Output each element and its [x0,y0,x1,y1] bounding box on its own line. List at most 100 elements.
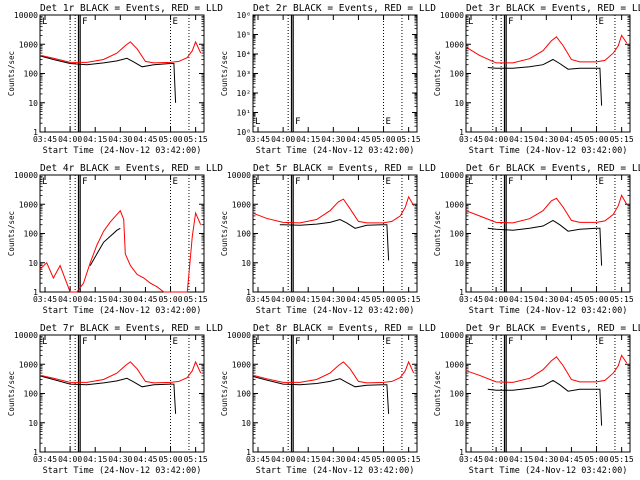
x-tick-label: 04:15 [296,455,320,464]
x-tick-label: 05:15 [184,135,208,144]
x-tick-label: 03:45 [33,455,57,464]
y-tick-label: 10 [454,419,464,428]
x-axis-label: Start Time (24-Nov-12 03:42:00) [43,306,202,316]
y-tick-label: 1000 [445,200,464,209]
x-tick-label: 04:15 [83,295,107,304]
x-tick-label: 05:15 [184,455,208,464]
plot-frame [39,334,205,453]
x-tick-label: 04:00 [484,295,508,304]
x-tick-label: 03:45 [33,135,57,144]
x-tick-label: 04:45 [133,455,157,464]
marker-l: L [42,177,47,187]
x-tick-label: 05:00 [158,455,182,464]
chart-panel-det4r: Det 4r BLACK = Events, RED = LLD 1 10 100 10… [7,163,223,316]
marker-f: F [82,177,87,187]
marker-f: F [295,117,300,127]
y-axis-label: Counts/sec [433,371,442,416]
y-tick-label: 10000 [440,11,464,20]
chart-title: Det 4r BLACK = Events, RED = LLD [40,163,223,174]
y-tick-label: 1 [246,288,251,297]
y-tick-label: 10000 [440,171,464,180]
x-tick-label: 04:15 [296,135,320,144]
x-axis-label: Start Time (24-Nov-12 03:42:00) [469,466,628,476]
y-tick-label: 100 [450,70,465,79]
x-tick-label: 05:00 [584,455,608,464]
x-tick-label: 04:30 [321,295,345,304]
plot-frame [252,174,418,293]
y-tick-label: 10⁴ [237,50,251,59]
x-axis-label: Start Time (24-Nov-12 03:42:00) [43,146,202,156]
x-tick-label: 03:45 [246,295,270,304]
series-line-events [487,379,603,426]
x-tick-label: 04:15 [296,295,320,304]
chart-panel-det5r: Det 5r BLACK = Events, RED = LLD 1 10 100 10… [220,163,436,316]
x-tick-label: 05:00 [158,295,182,304]
y-tick-label: 10 [241,419,251,428]
marker-l: L [255,117,260,127]
marker-e: E [173,177,178,187]
y-tick-label: 1000 [232,200,251,209]
marker-f: F [295,177,300,187]
x-tick-label: 04:30 [534,455,558,464]
x-tick-label: 04:00 [271,455,295,464]
x-tick-label: 04:45 [346,455,370,464]
x-tick-label: 04:00 [58,135,82,144]
x-tick-label: 03:45 [459,455,483,464]
marker-l: L [468,177,473,187]
series-line-events [487,219,603,266]
x-tick-label: 03:45 [33,295,57,304]
chart-panel-det7r: Det 7r BLACK = Events, RED = LLD 1 10 100 10… [7,323,223,476]
marker-f: F [508,177,513,187]
series-line-lld [252,360,415,384]
x-axis-label: Start Time (24-Nov-12 03:42:00) [256,306,415,316]
chart-title: Det 7r BLACK = Events, RED = LLD [40,323,223,334]
x-tick-label: 04:45 [133,135,157,144]
y-tick-label: 100 [24,230,39,239]
y-tick-label: 1000 [19,360,38,369]
marker-l: L [468,17,473,27]
series-line-events [487,58,603,106]
x-tick-label: 05:00 [158,135,182,144]
marker-f: F [82,17,87,27]
y-tick-label: 10000 [227,331,251,340]
plot-frame [465,334,631,453]
x-tick-label: 04:15 [509,455,533,464]
x-tick-label: 05:00 [584,135,608,144]
y-tick-label: 10000 [227,171,251,180]
series-line-lld [39,40,202,64]
x-tick-label: 04:15 [509,135,533,144]
x-tick-label: 05:15 [397,135,421,144]
y-tick-label: 1000 [232,360,251,369]
x-tick-label: 04:45 [133,295,157,304]
series-line-lld [465,34,628,64]
x-tick-label: 04:15 [509,295,533,304]
y-tick-label: 100 [450,230,465,239]
y-tick-label: 100 [237,230,252,239]
x-tick-label: 05:00 [371,135,395,144]
x-tick-label: 04:30 [108,135,132,144]
y-tick-label: 100 [237,390,252,399]
y-axis-label: Counts/sec [7,51,16,96]
marker-e: E [173,337,178,347]
marker-l: L [42,17,47,27]
y-tick-label: 100 [24,390,39,399]
x-tick-label: 04:30 [534,295,558,304]
x-tick-label: 05:15 [610,455,634,464]
x-tick-label: 04:30 [108,455,132,464]
x-axis-label: Start Time (24-Nov-12 03:42:00) [256,466,415,476]
y-tick-label: 1 [246,448,251,457]
y-tick-label: 10000 [14,331,38,340]
series-line-events [252,376,390,414]
y-tick-label: 10 [241,259,251,268]
chart-panel-det1r: Det 1r BLACK = Events, RED = LLD 1 10 100 10… [7,3,223,156]
series-line-events [39,375,177,414]
x-axis-label: Start Time (24-Nov-12 03:42:00) [256,146,415,156]
chart-panel-det8r: Det 8r BLACK = Events, RED = LLD 1 10 100 10… [220,323,436,476]
y-tick-label: 1000 [19,40,38,49]
y-tick-label: 1 [33,448,38,457]
y-tick-label: 100 [24,70,39,79]
marker-f: F [508,17,513,27]
chart-title: Det 8r BLACK = Events, RED = LLD [253,323,436,334]
series-line-lld [252,195,415,224]
x-tick-label: 04:45 [559,135,583,144]
